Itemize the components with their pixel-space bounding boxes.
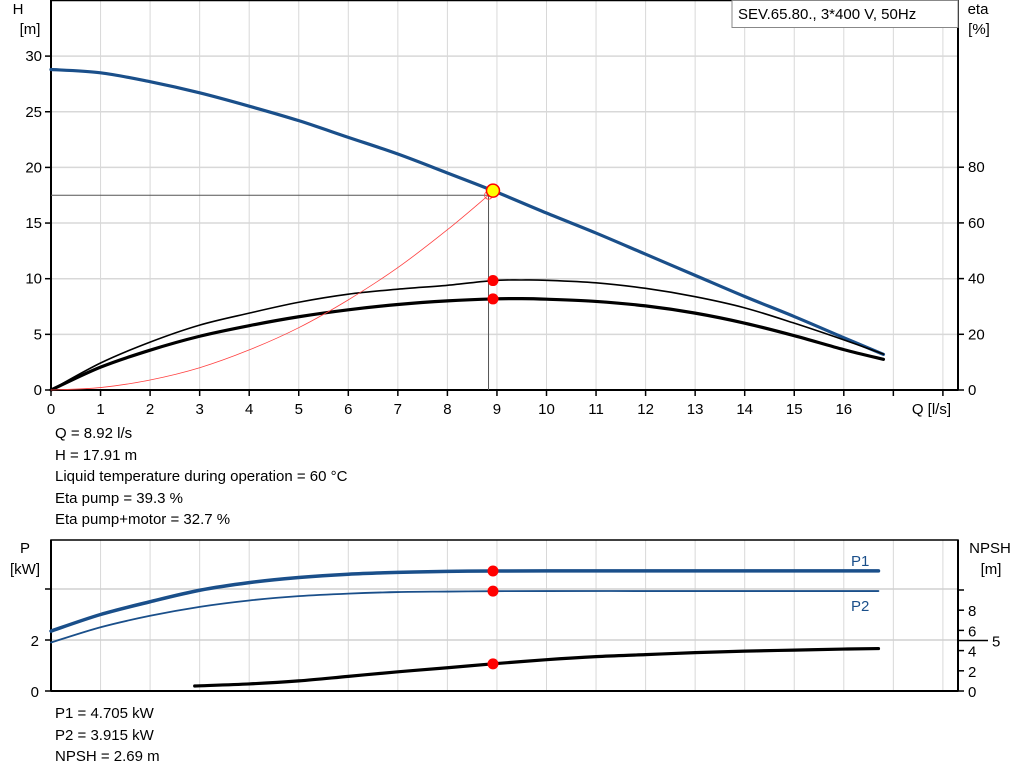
y-tick-label-left: 25 xyxy=(25,104,42,121)
result-head: H = 17.91 m xyxy=(55,446,138,464)
x-tick-label: 12 xyxy=(637,401,654,418)
x-tick-label: 6 xyxy=(344,401,352,418)
p2-curve xyxy=(50,590,880,644)
x-tick-label: 9 xyxy=(493,401,501,418)
x-tick-label: 0 xyxy=(47,401,55,418)
operating-point-marker xyxy=(487,565,499,577)
x-tick-label: 16 xyxy=(835,401,852,418)
y-axis-label-right-unit: [%] xyxy=(968,21,990,38)
duty-point-marker xyxy=(485,183,501,198)
y-tick-label-left: 5 xyxy=(34,326,42,343)
x-tick-label: 3 xyxy=(195,401,203,418)
head-curve xyxy=(49,67,886,356)
y-tick-label-left: 0 xyxy=(31,684,39,701)
x-tick-label: 15 xyxy=(786,401,803,418)
eta-marker xyxy=(487,293,499,305)
x-tick-label: 2 xyxy=(146,401,154,418)
result-eta-pump: Eta pump = 39.3 % xyxy=(55,489,183,507)
x-tick-label: 4 xyxy=(245,401,253,418)
y-tick-label-right: 6 xyxy=(968,623,976,640)
y-tick-label-right: 80 xyxy=(968,159,985,176)
y-tick-label-left: 0 xyxy=(34,382,42,399)
chart-title: SEV.65.80., 3*400 V, 50Hz xyxy=(738,6,916,23)
title-box xyxy=(731,0,959,28)
y-tick-label-right: 40 xyxy=(968,271,985,288)
y-axis-label-left-unit: [m] xyxy=(20,21,41,38)
y-tick-label-right: 5 xyxy=(992,634,1000,651)
y-tick-label-right: 0 xyxy=(968,382,976,399)
x-tick-label: 1 xyxy=(96,401,104,418)
y-tick-label-left: 15 xyxy=(25,215,42,232)
x-tick-label: 7 xyxy=(394,401,402,418)
x-tick-label: 14 xyxy=(736,401,753,418)
operating-point-marker xyxy=(487,658,499,670)
x-tick-label: 13 xyxy=(687,401,704,418)
npsh-curve xyxy=(193,646,881,688)
result-liquid-temperature: Liquid temperature during operation = 60… xyxy=(55,468,348,485)
y-tick-label-right: 60 xyxy=(968,215,985,232)
y-tick-label-right: 4 xyxy=(968,644,976,661)
result-p1: P1 = 4.705 kW xyxy=(55,705,154,722)
y-tick-label-left: 30 xyxy=(25,48,42,65)
results-bottom: P1 = 4.705 kW P2 = 3.915 kW NPSH = 2.69 … xyxy=(55,703,160,768)
y-axis-label-right: NPSH xyxy=(969,540,1011,557)
result-p2: P2 = 3.915 kW xyxy=(55,726,154,744)
y-axis-label-right: eta xyxy=(968,1,990,18)
p1-curve xyxy=(49,569,881,633)
y-axis-label-left-unit: [kW] xyxy=(10,561,40,578)
y-axis-label-right-unit: [m] xyxy=(981,561,1002,578)
result-eta-pump-motor: Eta pump+motor = 32.7 % xyxy=(55,511,231,528)
result-flow: Q = 8.92 l/s xyxy=(55,425,133,442)
results-top: Q = 8.92 l/s H = 17.91 m Liquid temperat… xyxy=(55,423,347,531)
result-npsh: NPSH = 2.69 m xyxy=(55,748,160,765)
y-tick-label-right: 8 xyxy=(968,603,976,620)
y-axis-label-left: P xyxy=(20,540,30,557)
x-tick-label: 10 xyxy=(538,401,555,418)
y-tick-label-right: 2 xyxy=(968,664,976,681)
system-curve xyxy=(50,194,489,391)
plot-frame xyxy=(50,539,959,692)
y-axis-label-left: H xyxy=(13,1,24,18)
eta-marker xyxy=(487,275,499,287)
operating-point-marker xyxy=(487,585,499,597)
y-tick-label-left: 2 xyxy=(31,633,39,650)
x-tick-label: 11 xyxy=(588,401,604,418)
y-tick-label-left: 20 xyxy=(25,159,42,176)
p1-label: P1 xyxy=(851,553,869,570)
y-tick-label-right: 0 xyxy=(968,684,976,701)
y-tick-label-right: 20 xyxy=(968,326,985,343)
x-axis-label: Q [l/s] xyxy=(912,401,951,418)
y-tick-label-left: 10 xyxy=(25,271,42,288)
p2-label: P2 xyxy=(851,598,869,615)
x-tick-label: 5 xyxy=(295,401,303,418)
x-tick-label: 8 xyxy=(443,401,451,418)
